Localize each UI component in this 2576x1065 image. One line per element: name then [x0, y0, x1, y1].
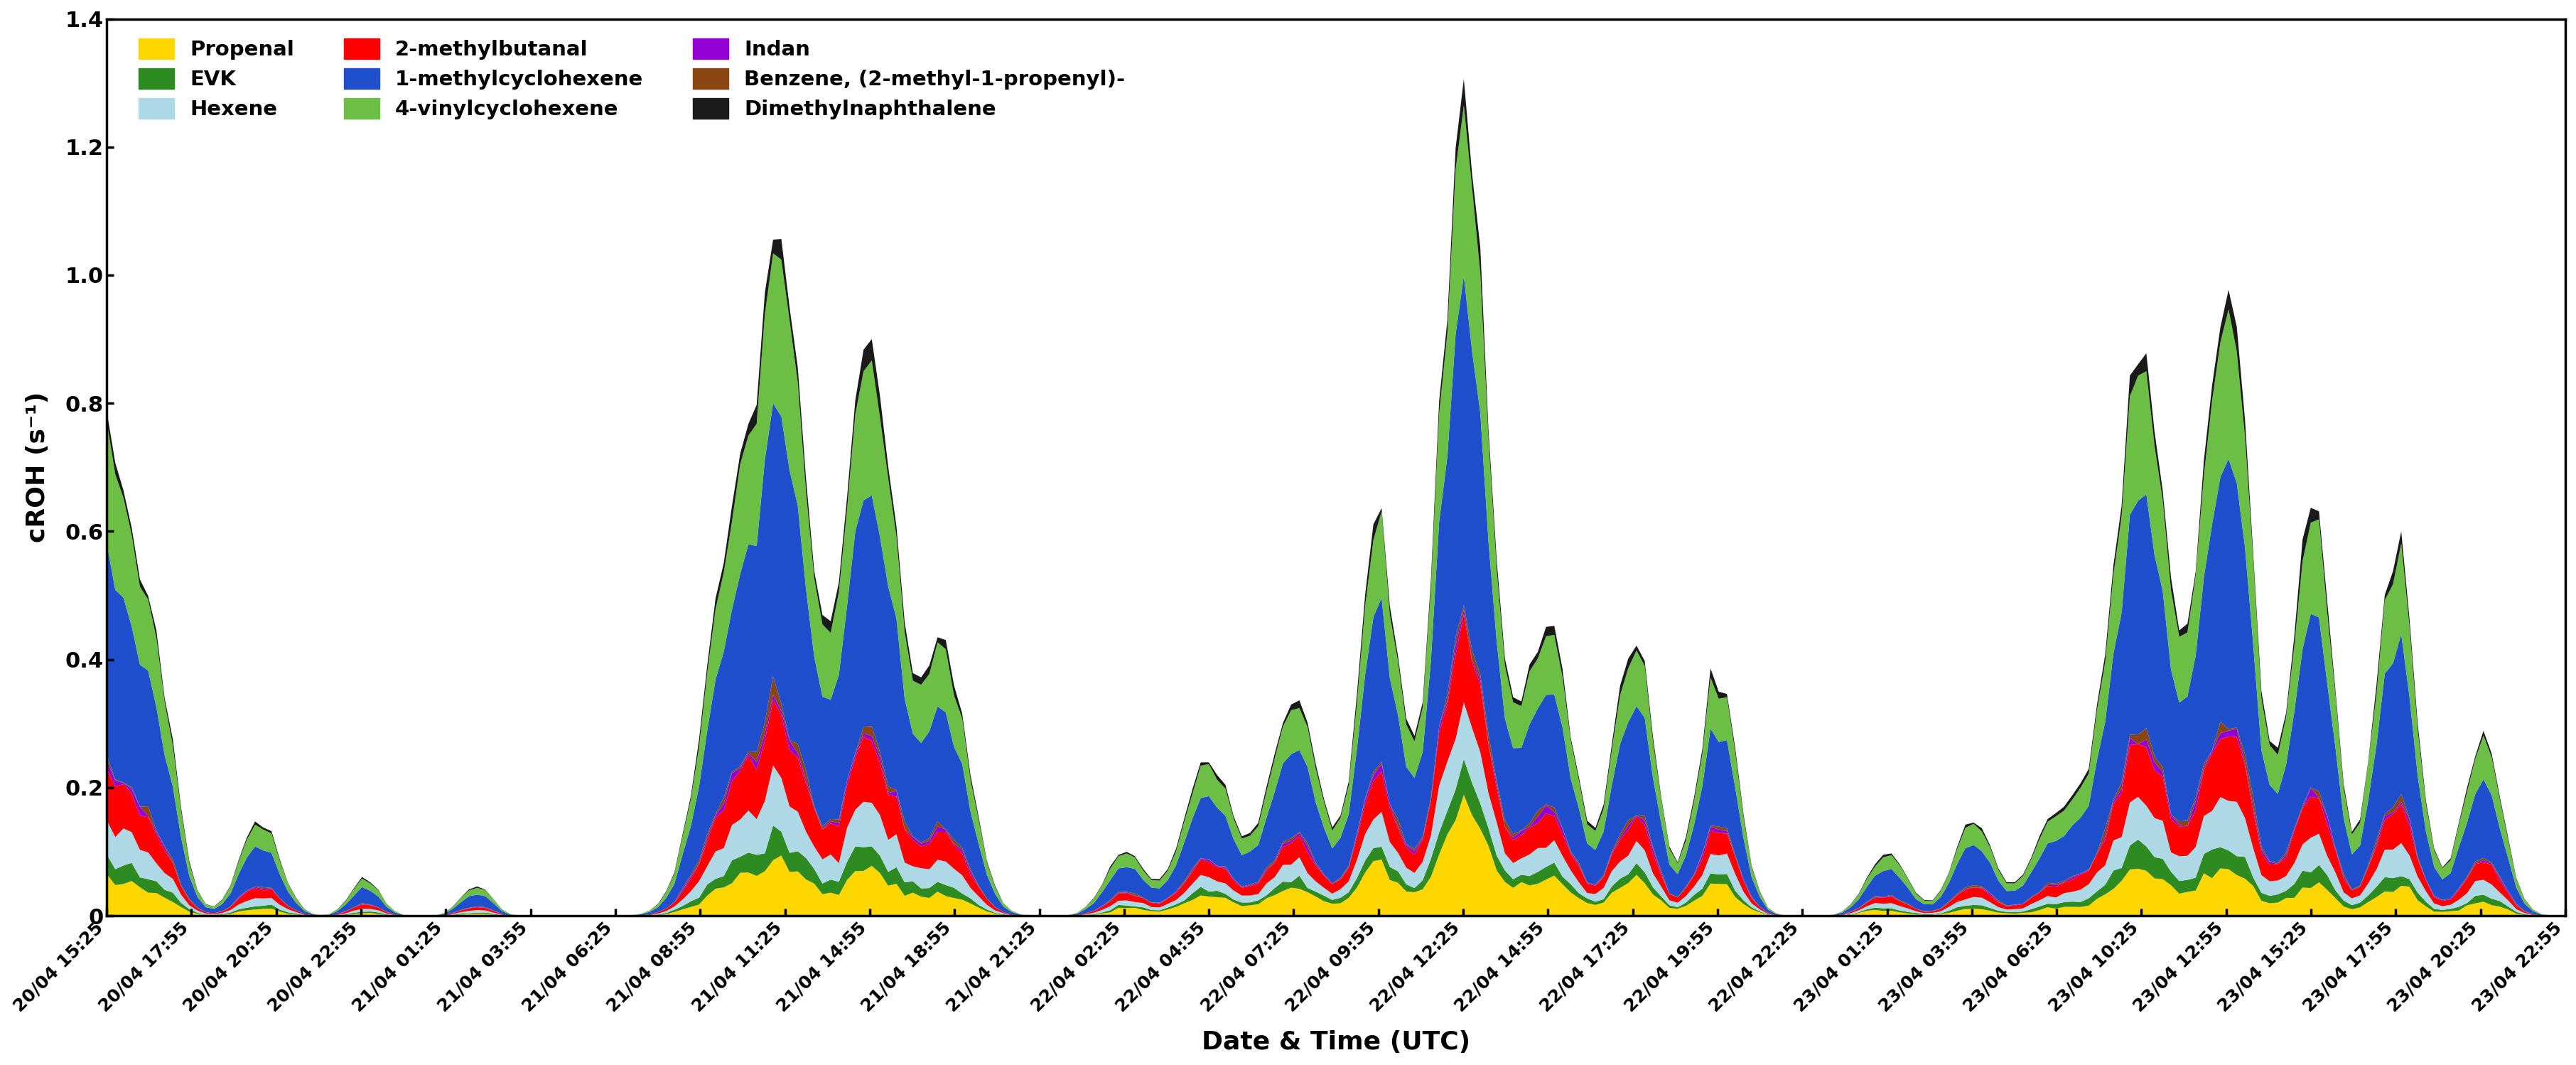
X-axis label: Date & Time (UTC): Date & Time (UTC)	[1200, 1030, 1471, 1054]
Legend: Propenal, EVK, Hexene, 2-methylbutanal, 1-methylcyclohexene, 4-vinylcyclohexene,: Propenal, EVK, Hexene, 2-methylbutanal, …	[129, 29, 1136, 129]
Y-axis label: cROH (s⁻¹): cROH (s⁻¹)	[26, 392, 49, 543]
